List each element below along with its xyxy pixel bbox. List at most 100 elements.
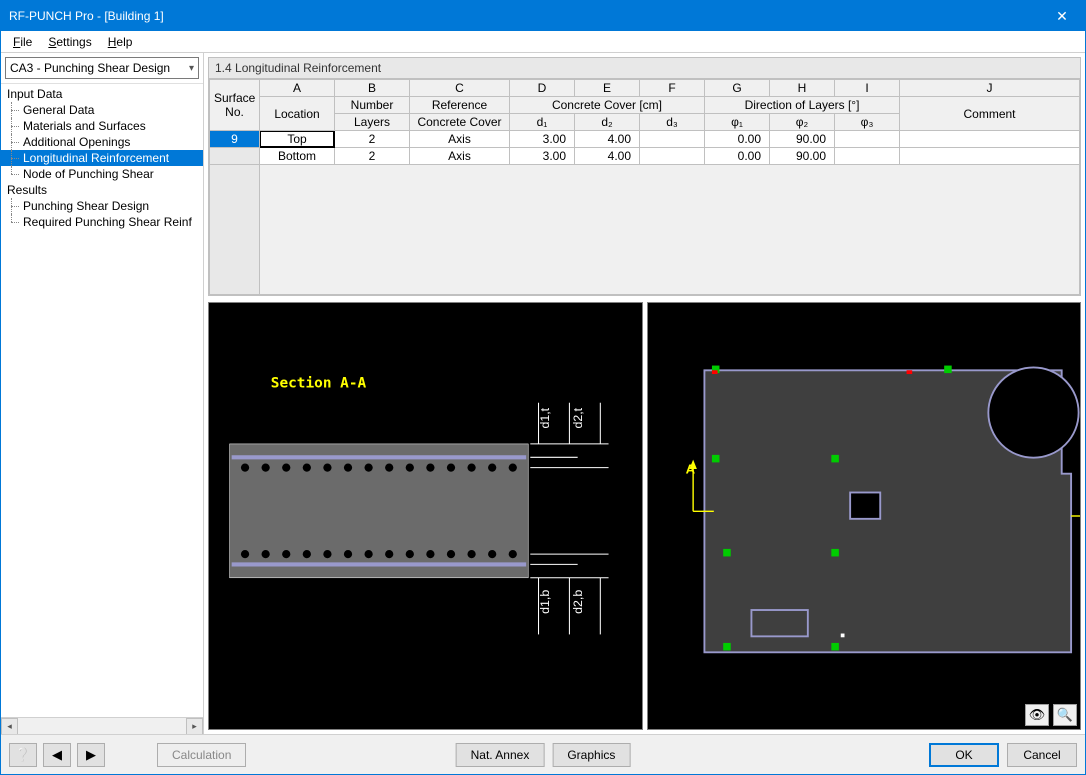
scroll-left-icon[interactable]: ◂ [1, 718, 18, 735]
col-E[interactable]: E [575, 80, 640, 97]
tree-general-data[interactable]: General Data [1, 102, 203, 118]
prev-button[interactable]: ◀ [43, 743, 71, 767]
svg-text:d1,t: d1,t [538, 407, 552, 428]
cell-d1[interactable]: 3.00 [510, 148, 575, 165]
tree-longitudinal-reinforcement[interactable]: Longitudinal Reinforcement [1, 150, 203, 166]
cell-phi1[interactable]: 0.00 [705, 131, 770, 148]
cell-location[interactable]: Bottom [260, 148, 335, 165]
cell-phi2[interactable]: 90.00 [770, 131, 835, 148]
preview-area: Section A-A [208, 302, 1081, 730]
section-label: Section A-A [271, 375, 367, 391]
view-toggle-button[interactable]: 👁 [1025, 704, 1049, 726]
row-surface-no[interactable] [210, 148, 260, 165]
cell-phi1[interactable]: 0.00 [705, 148, 770, 165]
col-phi1: φ₁ [705, 114, 770, 131]
colgroup-direction-layers: Direction of Layers [°] [705, 97, 900, 114]
cell-refcover[interactable]: Axis [410, 131, 510, 148]
scroll-right-icon[interactable]: ▸ [186, 718, 203, 735]
svg-text:A: A [685, 462, 695, 477]
col-surface-no: SurfaceNo. [210, 80, 260, 131]
ok-button[interactable]: OK [929, 743, 999, 767]
cell-comment[interactable] [900, 148, 1080, 165]
cell-phi2[interactable]: 90.00 [770, 148, 835, 165]
cell-d3[interactable] [640, 148, 705, 165]
menu-help[interactable]: Help [100, 33, 141, 51]
footer-bar: ❔ ◀ ▶ Calculation Nat. Annex Graphics OK… [1, 734, 1085, 774]
cell-comment[interactable] [900, 131, 1080, 148]
svg-text:d2,t: d2,t [571, 407, 585, 428]
cell-d2[interactable]: 4.00 [575, 131, 640, 148]
cell-layers[interactable]: 2 [335, 148, 410, 165]
eye-icon: 👁 [1029, 707, 1046, 723]
tree-node-punching[interactable]: Node of Punching Shear [1, 166, 203, 182]
col-comment: Comment [900, 97, 1080, 131]
col-H[interactable]: H [770, 80, 835, 97]
cell-layers[interactable]: 2 [335, 131, 410, 148]
tree-input-data[interactable]: Input Data [1, 86, 203, 102]
table-row[interactable]: 9 Top 2 Axis 3.00 4.00 0.00 90.00 [210, 131, 1080, 148]
section-title: 1.4 Longitudinal Reinforcement [208, 57, 1081, 79]
magnifier-icon: 🔍 [1057, 707, 1073, 723]
plan-diagram[interactable]: A [647, 302, 1082, 730]
cancel-button[interactable]: Cancel [1007, 743, 1077, 767]
print-preview-button[interactable]: 🔍 [1053, 704, 1077, 726]
col-d2: d₂ [575, 114, 640, 131]
col-G[interactable]: G [705, 80, 770, 97]
col-layers-1: Number [335, 97, 410, 114]
cell-refcover[interactable]: Axis [410, 148, 510, 165]
menu-settings[interactable]: Settings [40, 33, 99, 51]
help-icon: ❔ [15, 747, 31, 763]
close-button[interactable]: ✕ [1039, 1, 1085, 31]
col-A[interactable]: A [260, 80, 335, 97]
graphics-button[interactable]: Graphics [552, 743, 630, 767]
help-button[interactable]: ❔ [9, 743, 37, 767]
col-D[interactable]: D [510, 80, 575, 97]
col-d3: d₃ [640, 114, 705, 131]
tree-punching-design[interactable]: Punching Shear Design [1, 198, 203, 214]
tree-required-reinf[interactable]: Required Punching Shear Reinf [1, 214, 203, 230]
cell-d2[interactable]: 4.00 [575, 148, 640, 165]
cell-d3[interactable] [640, 131, 705, 148]
title-bar: RF-PUNCH Pro - [Building 1] ✕ [1, 1, 1085, 31]
data-grid[interactable]: SurfaceNo. A B C D E F G H I J Location … [208, 79, 1081, 296]
svg-text:d2,b: d2,b [571, 590, 585, 614]
table-row-empty [210, 165, 1080, 295]
window-controls: ✕ [1039, 1, 1085, 31]
circle-opening [988, 367, 1078, 457]
table-row[interactable]: Bottom 2 Axis 3.00 4.00 0.00 90.00 [210, 148, 1080, 165]
cell-phi3[interactable] [835, 148, 900, 165]
content-panel: 1.4 Longitudinal Reinforcement SurfaceNo… [204, 53, 1085, 734]
row-surface-no[interactable]: 9 [210, 131, 260, 148]
col-F[interactable]: F [640, 80, 705, 97]
menu-file[interactable]: File [5, 33, 40, 51]
cell-location[interactable]: Top [260, 131, 335, 148]
col-refcover-1: Reference [410, 97, 510, 114]
case-dropdown[interactable]: CA3 - Punching Shear Design ▾ [5, 57, 199, 79]
next-icon: ▶ [86, 747, 96, 763]
col-phi2: φ₂ [770, 114, 835, 131]
col-refcover: Concrete Cover [410, 114, 510, 131]
tree-materials[interactable]: Materials and Surfaces [1, 118, 203, 134]
col-C[interactable]: C [410, 80, 510, 97]
col-B[interactable]: B [335, 80, 410, 97]
tree-openings[interactable]: Additional Openings [1, 134, 203, 150]
tree-hscrollbar[interactable]: ◂ ▸ [1, 717, 203, 734]
col-layers: Layers [335, 114, 410, 131]
chevron-down-icon: ▾ [189, 63, 194, 74]
main-area: CA3 - Punching Shear Design ▾ Input Data… [1, 53, 1085, 734]
menu-bar: File Settings Help [1, 31, 1085, 53]
svg-text:d1,b: d1,b [538, 590, 552, 614]
cell-phi3[interactable] [835, 131, 900, 148]
next-button[interactable]: ▶ [77, 743, 105, 767]
col-I[interactable]: I [835, 80, 900, 97]
rect-opening-1 [850, 492, 880, 518]
calculation-button[interactable]: Calculation [157, 743, 246, 767]
nat-annex-button[interactable]: Nat. Annex [456, 743, 545, 767]
cell-d1[interactable]: 3.00 [510, 131, 575, 148]
col-J[interactable]: J [900, 80, 1080, 97]
preview-toolbar: 👁 🔍 [1025, 704, 1077, 726]
tree-results[interactable]: Results [1, 182, 203, 198]
colgroup-concrete-cover: Concrete Cover [cm] [510, 97, 705, 114]
section-diagram[interactable]: Section A-A [208, 302, 643, 730]
col-location: Location [260, 97, 335, 131]
